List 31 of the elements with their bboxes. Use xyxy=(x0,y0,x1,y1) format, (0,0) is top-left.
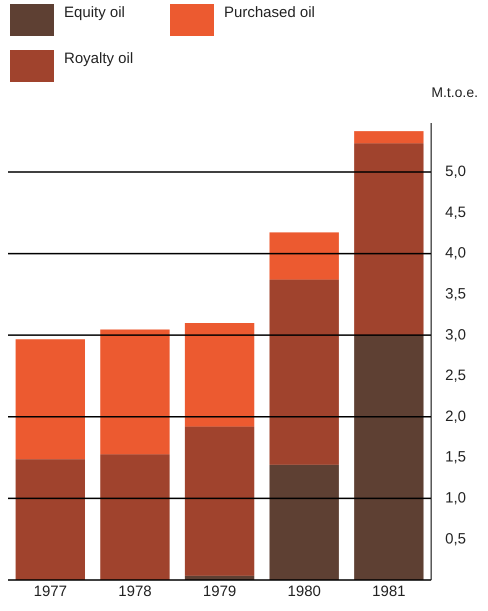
y-tick-label: 0,5 xyxy=(445,530,466,548)
y-tick-label: 1,0 xyxy=(445,490,466,507)
bar xyxy=(270,232,339,280)
bar xyxy=(354,335,424,580)
y-tick-label: 1,5 xyxy=(445,448,466,466)
bar xyxy=(184,426,254,576)
y-tick-label: 2,0 xyxy=(445,408,466,425)
bar xyxy=(16,459,86,580)
bar xyxy=(100,329,170,454)
x-tick-label: 1978 xyxy=(118,583,152,600)
bar xyxy=(270,464,339,580)
x-tick-label: 1980 xyxy=(288,583,321,600)
bar xyxy=(270,280,339,465)
bar xyxy=(354,143,424,336)
x-tick-label: 1977 xyxy=(34,583,67,600)
y-axis-title: M.t.o.e. xyxy=(431,84,478,100)
y-tick-label: 4,0 xyxy=(445,244,466,262)
x-tick-label: 1979 xyxy=(202,583,236,600)
bar xyxy=(16,339,86,460)
legend-label: Royalty oil xyxy=(64,50,134,67)
y-tick-label: 5,0 xyxy=(445,163,466,180)
legend-label: Purchased oil xyxy=(224,4,315,21)
bar xyxy=(354,131,424,144)
bar xyxy=(184,322,254,427)
y-tick-label: 4,5 xyxy=(445,204,466,221)
y-tick-label: 3,5 xyxy=(445,286,466,303)
bar xyxy=(100,454,170,580)
y-tick-label: 3,0 xyxy=(445,326,466,344)
y-tick-label: 2,5 xyxy=(445,367,466,384)
legend-label: Equity oil xyxy=(64,4,125,21)
x-tick-label: 1981 xyxy=(372,583,406,600)
